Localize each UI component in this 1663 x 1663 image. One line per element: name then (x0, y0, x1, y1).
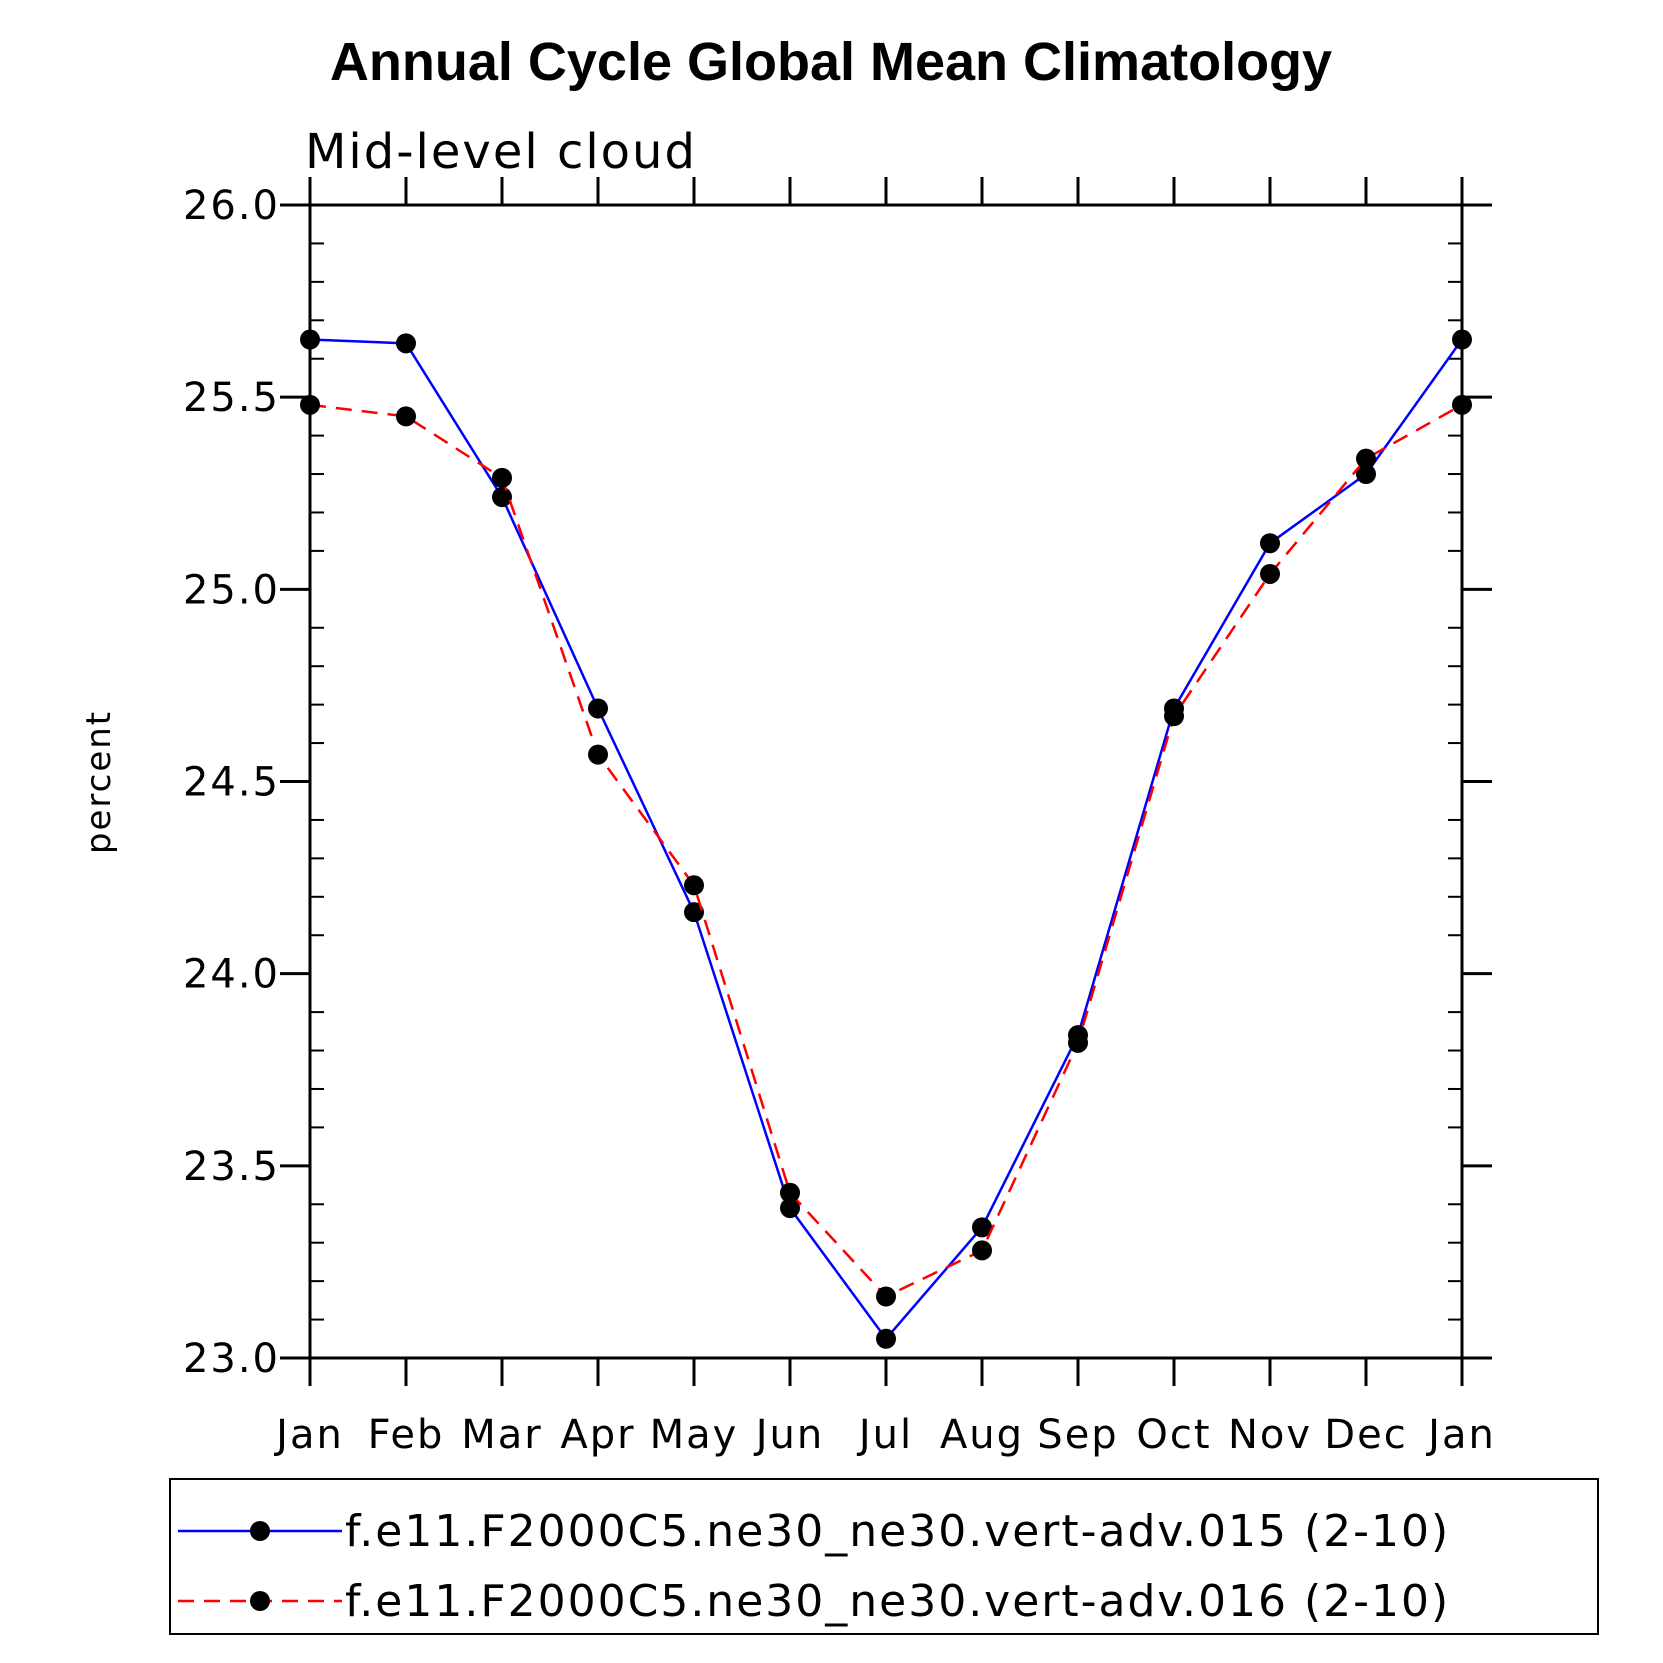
y-tick-label: 23.0 (183, 1336, 280, 1382)
axes: 23.0 23.5 24.0 24.5 25.0 25.5 26.0 Jan Feb Mar Apr… (183, 177, 1496, 1458)
x-tick-label: Jan (1425, 1412, 1496, 1458)
series-2-point (1356, 448, 1376, 469)
series-1-point (492, 487, 512, 508)
plot-frame (308, 203, 1464, 1360)
legend-label-2: f.e11.F2000C5.ne30_ne30.vert-adv.016 (2-… (345, 1576, 1450, 1627)
y-tick-label: 25.0 (183, 567, 280, 613)
x-tick-label: Oct (1136, 1412, 1211, 1458)
x-tick-label: Mar (461, 1412, 542, 1458)
series-2-point (1164, 706, 1184, 727)
series-2-point (780, 1182, 800, 1203)
series-line-2 (309, 403, 1463, 1299)
y-tick-label: 24.5 (183, 760, 280, 806)
series-1-point (588, 698, 608, 719)
series-1-point (684, 902, 704, 923)
series-2-point (300, 394, 320, 415)
series-1-point (1260, 533, 1280, 554)
x-tick-label: Aug (940, 1412, 1024, 1458)
x-tick-label: Apr (560, 1412, 635, 1458)
y-tick-label: 25.5 (183, 375, 280, 421)
x-tick-label: May (650, 1412, 739, 1458)
series-2-point (684, 875, 704, 896)
legend-box (169, 1478, 1599, 1635)
series-2-point (492, 467, 512, 488)
series-1-point (972, 1217, 992, 1238)
x-tick-label: Feb (368, 1412, 445, 1458)
legend: f.e11.F2000C5.ne30_ne30.vert-adv.015 (2-… (169, 1478, 1599, 1635)
legend-swatch-marker-1 (250, 1521, 270, 1541)
series-2-point (396, 406, 416, 427)
series-2-point (972, 1240, 992, 1261)
series-1-point (396, 333, 416, 354)
chart-subtitle: Mid-level cloud (305, 124, 697, 180)
x-tick-label: Sep (1037, 1412, 1118, 1458)
x-tick-label: Jun (753, 1412, 825, 1458)
series-1-point (1356, 464, 1376, 485)
x-tick-label: Jul (856, 1412, 913, 1458)
series-1-point (1452, 329, 1472, 350)
series-2-point (1068, 1032, 1088, 1053)
y-tick-label: 23.5 (183, 1144, 280, 1190)
x-tick-label: Jan (273, 1412, 344, 1458)
x-tick-label: Nov (1228, 1412, 1312, 1458)
series-1-point (780, 1198, 800, 1219)
series-2-point (1260, 563, 1280, 584)
series-2-point (1452, 394, 1472, 415)
legend-swatch-marker-2 (250, 1591, 270, 1611)
y-tick-label: 24.0 (183, 952, 280, 998)
series-2-point (876, 1286, 896, 1307)
series-layer (300, 329, 1472, 1349)
series-line-1 (309, 338, 1464, 1341)
legend-label-1: f.e11.F2000C5.ne30_ne30.vert-adv.015 (2-… (345, 1506, 1450, 1557)
series-2-point (588, 744, 608, 765)
series-1-point (876, 1328, 896, 1349)
chart-title: Annual Cycle Global Mean Climatology (330, 32, 1332, 92)
series-1-point (300, 329, 320, 350)
x-tick-label: Dec (1324, 1412, 1407, 1458)
y-tick-label: 26.0 (183, 183, 280, 229)
y-axis-label: percent (79, 710, 119, 854)
